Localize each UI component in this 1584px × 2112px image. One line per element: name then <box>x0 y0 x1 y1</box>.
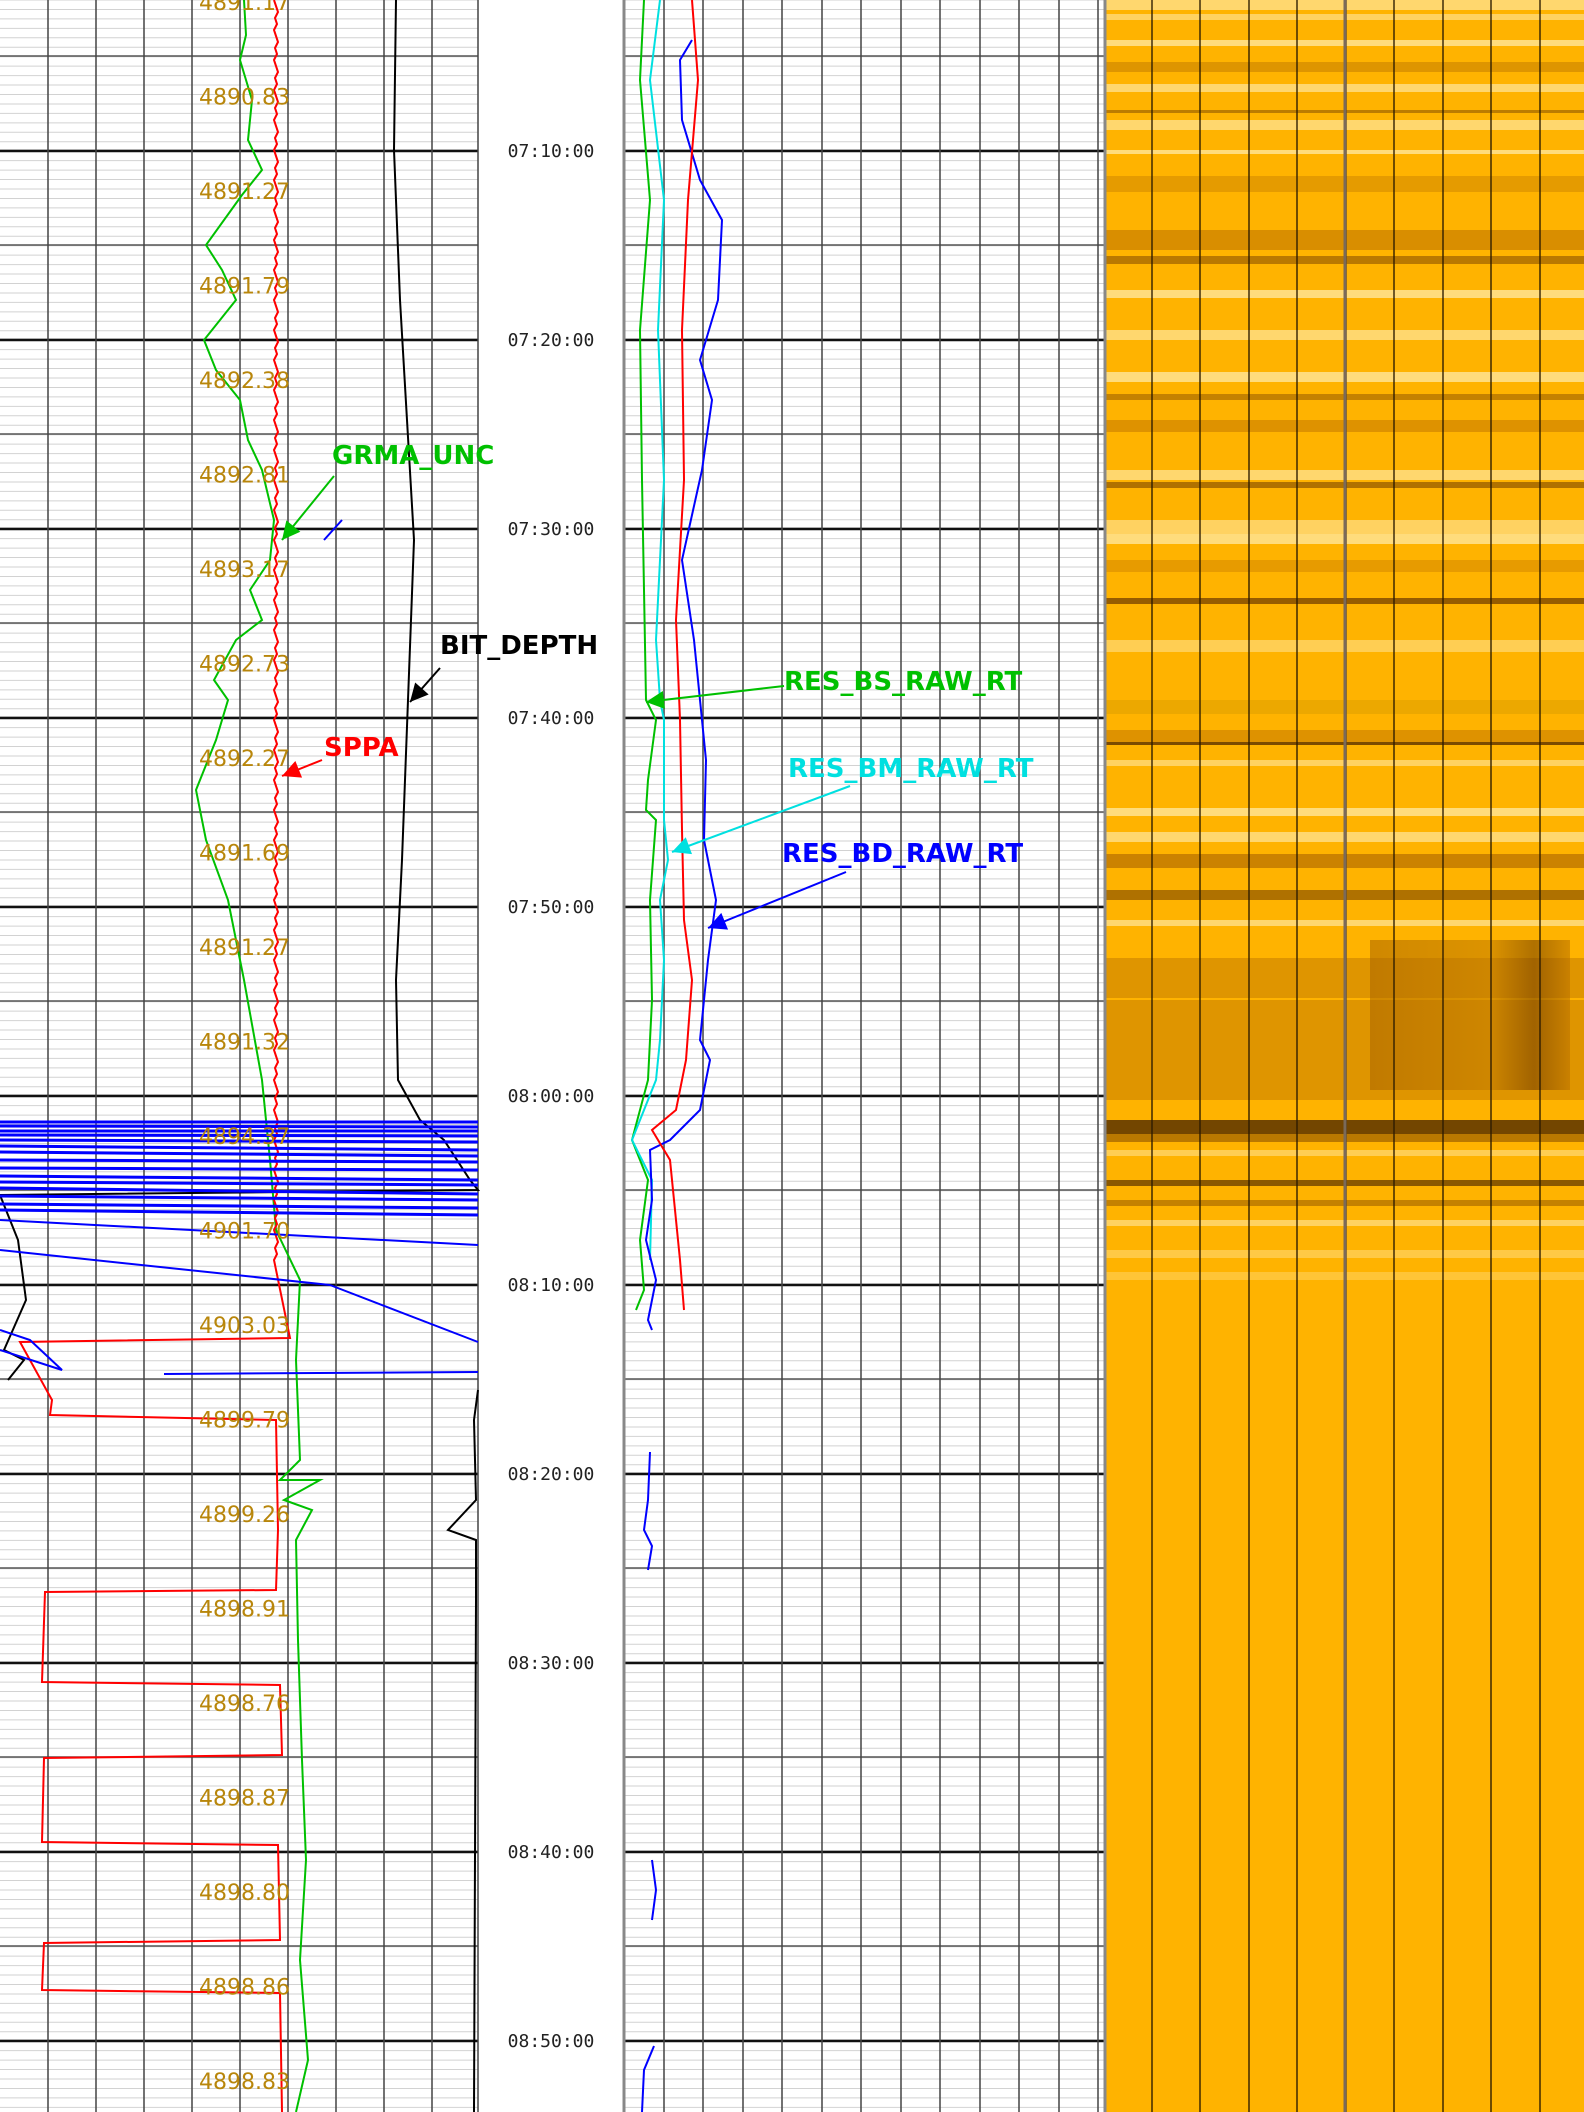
depth-label: 4891.79 <box>199 275 290 300</box>
spike-line <box>0 1158 479 1164</box>
depth-label: 4891.27 <box>199 180 290 205</box>
spike-line <box>323 519 343 541</box>
spike-line <box>0 1249 331 1286</box>
time-tick-label: 08:30:00 <box>508 1653 595 1674</box>
bit-depth-curve-lower <box>446 1389 479 2112</box>
grma-unc-curve <box>194 0 324 2112</box>
spike-line <box>0 1208 479 1217</box>
depth-label: 4894.37 <box>199 1125 290 1150</box>
res-bs-raw-rt-curve <box>630 0 658 1311</box>
depth-label: 4898.86 <box>199 1976 290 2001</box>
time-tick-label: 07:50:00 <box>508 897 595 918</box>
arrowhead <box>708 912 729 930</box>
spike-line <box>0 1124 479 1129</box>
spike-line <box>0 1144 479 1152</box>
depth-label: 4891.27 <box>199 936 290 961</box>
depth-label: 4898.83 <box>199 2070 290 2095</box>
res-bd-raw-rt-fragment <box>641 2045 655 2112</box>
arrowhead <box>282 760 303 778</box>
spike-line <box>0 1329 63 1371</box>
depth-label: 4892.73 <box>199 653 290 678</box>
time-tick-label: 07:10:00 <box>508 141 595 162</box>
depth-label: 4891.32 <box>199 1031 290 1056</box>
spike-line <box>0 1138 479 1144</box>
depth-label: 4898.76 <box>199 1692 290 1717</box>
depth-label: 4890.83 <box>199 86 290 111</box>
bit-depth-label: BIT_DEPTH <box>440 631 598 661</box>
depth-labels: 4891.17 4890.83 4891.27 4891.79 4892.38 4892.… <box>199 0 290 2095</box>
depth-label: 4898.91 <box>199 1598 290 1623</box>
spike-line <box>0 1186 479 1196</box>
res-bm-raw-rt-label: RES_BM_RAW_RT <box>788 754 1034 784</box>
depth-label: 4899.26 <box>199 1503 290 1528</box>
time-tick-label: 07:20:00 <box>508 330 595 351</box>
spike-line <box>329 1284 479 1343</box>
track-2-grid <box>622 0 1104 2112</box>
depth-label: 4891.69 <box>199 842 290 867</box>
curve-annotations: GRMA_UNC BIT_DEPTH SPPA RES_BS_RAW_RT RE… <box>281 441 1034 930</box>
spike-line <box>0 1194 479 1202</box>
res-bd-raw-rt-curve <box>644 39 724 1331</box>
time-tick-label: 07:40:00 <box>508 708 595 729</box>
grma-unc-label: GRMA_UNC <box>332 441 494 471</box>
spike-line <box>0 1174 479 1182</box>
depth-label: 4892.27 <box>199 747 290 772</box>
track-2-curves <box>630 0 724 2112</box>
res-bm-raw-rt-curve <box>630 0 670 1261</box>
spike-line <box>0 1166 479 1172</box>
spike-line <box>163 1371 479 1375</box>
depth-label: 4898.87 <box>199 1787 290 1812</box>
depth-label: 4892.81 <box>199 464 290 489</box>
track-3-borehole-image <box>1103 0 1584 2112</box>
depth-label: 4898.80 <box>199 1881 290 1906</box>
spike-line <box>0 1180 479 1187</box>
time-column: 07:10:00 07:20:00 07:30:00 07:40:00 07:50:00… <box>508 141 595 2052</box>
time-tick-label: 08:50:00 <box>508 2031 595 2052</box>
time-tick-label: 08:10:00 <box>508 1275 595 1296</box>
sppa-curve <box>18 0 292 2112</box>
track-2-resistivity <box>622 0 1104 2112</box>
depth-label: 4899.79 <box>199 1409 290 1434</box>
depth-label: 4903.03 <box>199 1314 290 1339</box>
res-red-curve <box>650 0 700 1311</box>
res-bd-raw-rt-fragment <box>651 1859 658 1921</box>
track-1-depth-pressure: 4891.17 4890.83 4891.27 4891.79 4892.38 4892.… <box>0 0 481 2112</box>
image-dark-region <box>1370 940 1570 1090</box>
time-tick-label: 08:00:00 <box>508 1086 595 1107</box>
arrowhead <box>282 520 301 540</box>
track-1-curves <box>0 0 481 2112</box>
res-bs-raw-rt-label: RES_BS_RAW_RT <box>784 667 1023 697</box>
time-tick-label: 07:30:00 <box>508 519 595 540</box>
spike-line <box>0 1202 479 1210</box>
arrowhead <box>646 690 665 709</box>
res-bd-raw-rt-arrow <box>707 871 847 929</box>
res-bs-raw-rt-arrow <box>645 685 785 703</box>
spike-lines <box>0 519 479 1375</box>
depth-label: 4893.17 <box>199 558 290 583</box>
spike-line <box>0 1219 479 1246</box>
res-bm-raw-rt-arrow <box>671 785 851 853</box>
res-bd-raw-rt-fragment <box>642 1451 654 1571</box>
res-bd-raw-rt-label: RES_BD_RAW_RT <box>782 839 1023 869</box>
arrowhead <box>410 682 429 702</box>
sppa-label: SPPA <box>324 733 399 763</box>
depth-label: 4891.17 <box>199 0 290 16</box>
spike-line <box>0 1133 479 1138</box>
time-tick-label: 08:40:00 <box>508 1842 595 1863</box>
depth-label: 4901.70 <box>199 1220 290 1245</box>
time-tick-label: 08:20:00 <box>508 1464 595 1485</box>
arrowhead <box>672 837 693 855</box>
depth-label: 4892.38 <box>199 369 290 394</box>
spike-line <box>0 1150 479 1158</box>
